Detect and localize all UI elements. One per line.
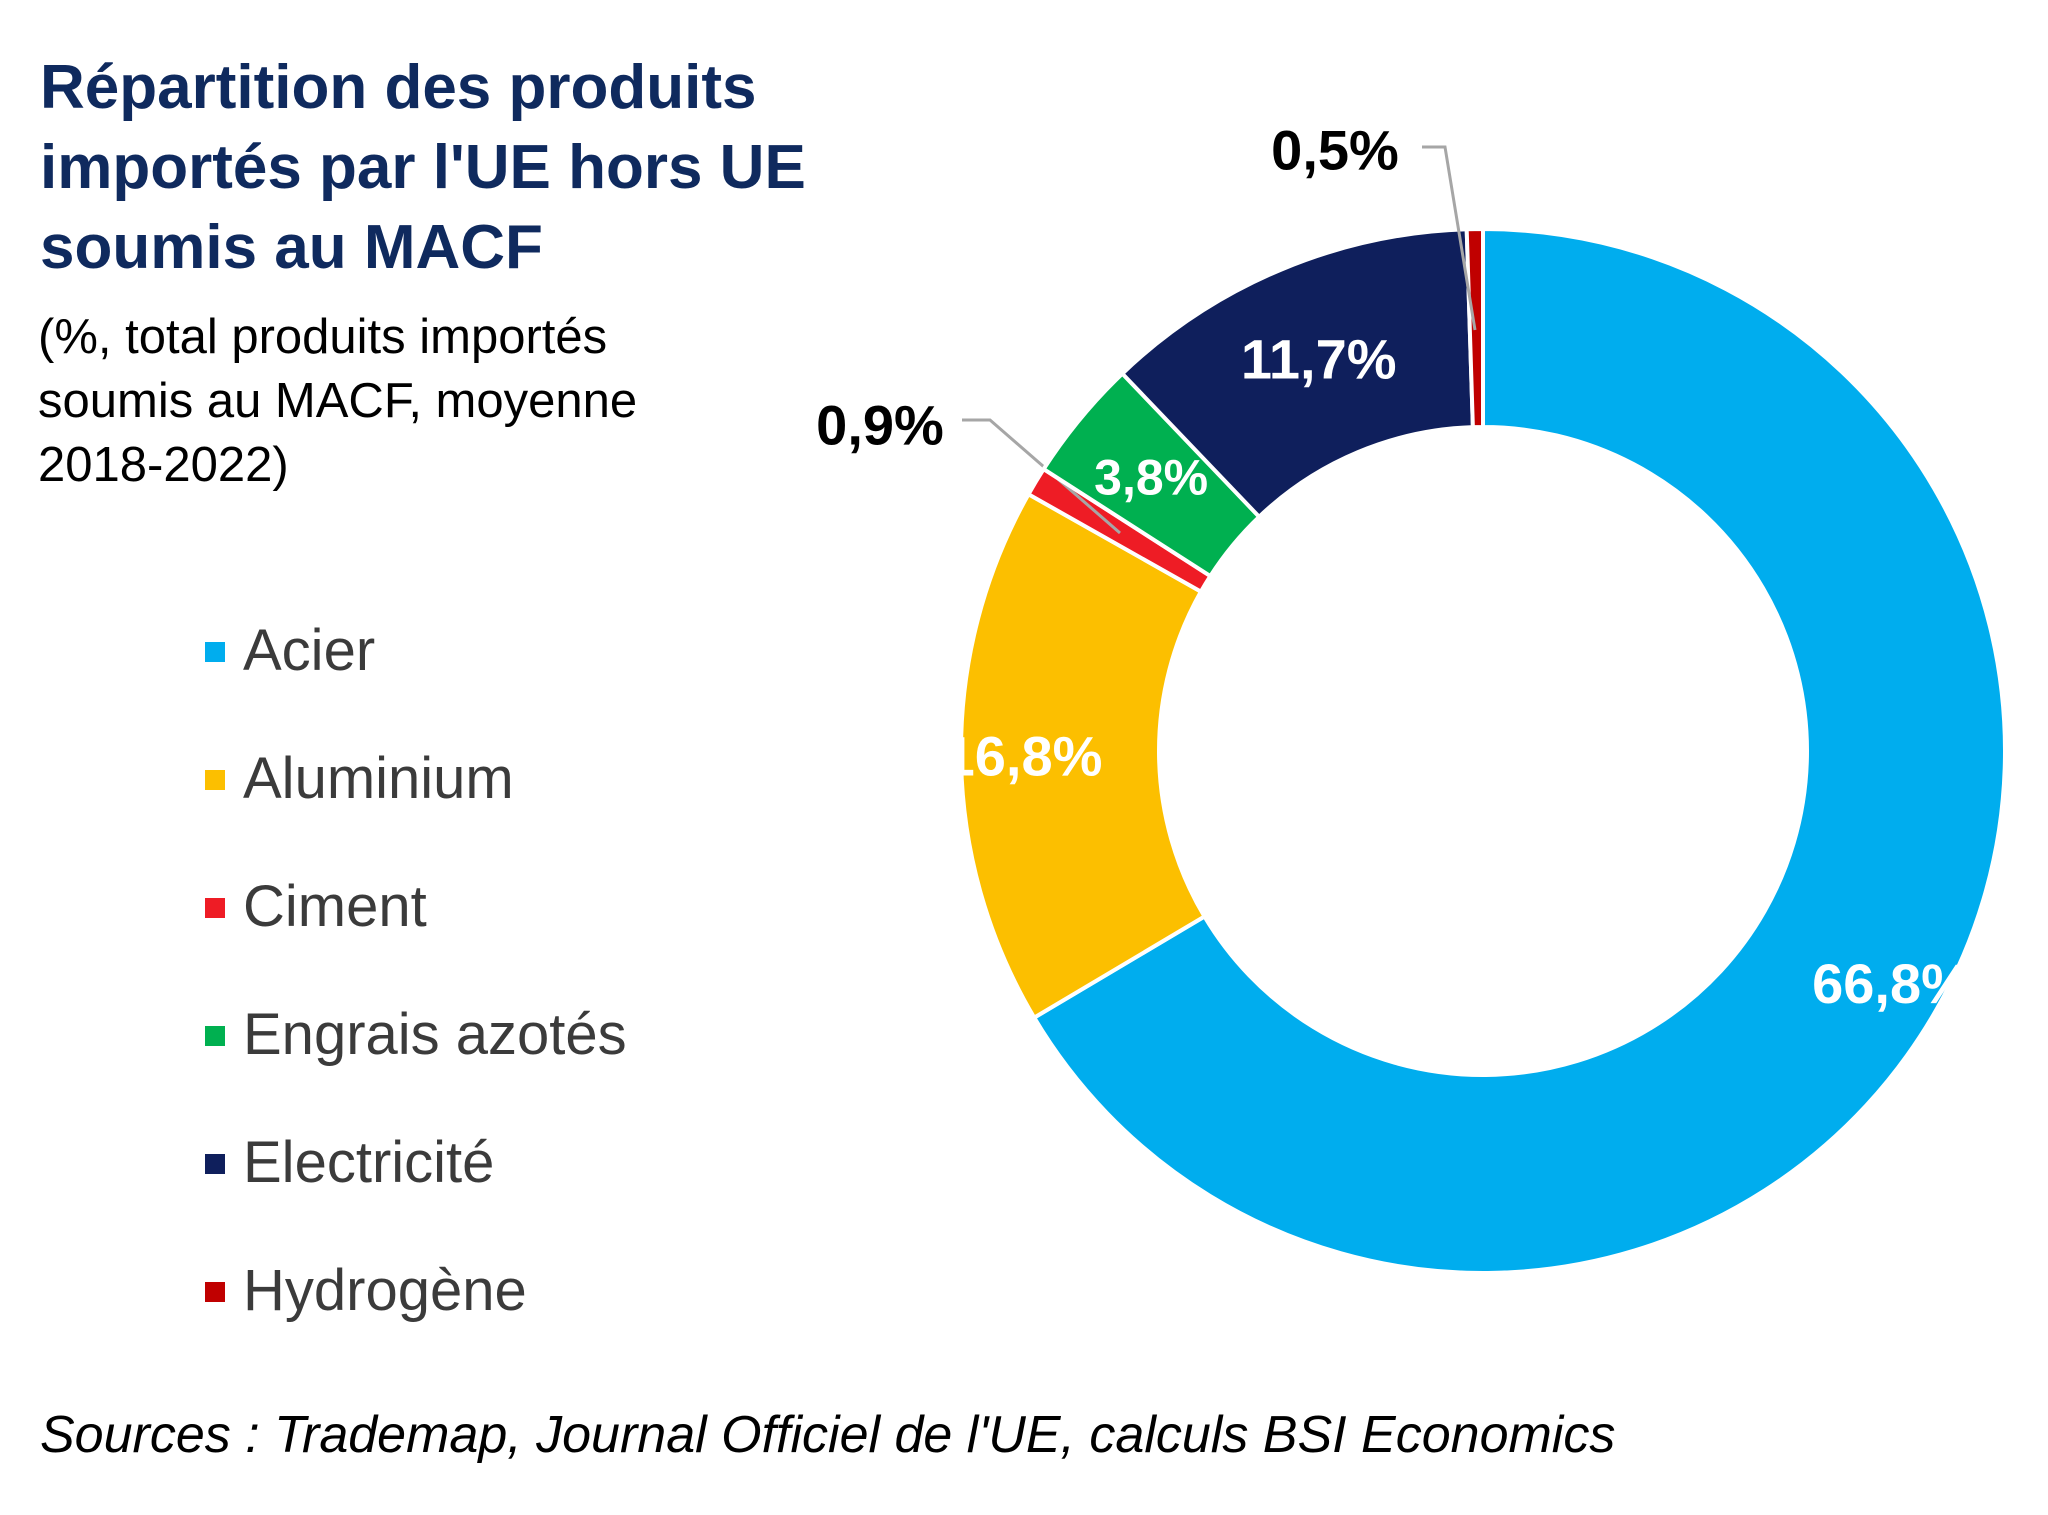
data-label-aluminium: 16,8%	[944, 725, 1103, 788]
data-label-hydrogene: 0,5%	[1271, 119, 1399, 182]
legend-label: Hydrogène	[243, 1258, 527, 1323]
chart-subtitle: (%, total produits importés soumis au MA…	[38, 310, 638, 492]
legend-label: Aluminium	[243, 746, 514, 811]
legend-swatch	[205, 898, 225, 918]
leader-line-hydrogene	[1422, 145, 1477, 331]
legend-label: Ciment	[243, 874, 427, 939]
chart-title: Répartition des produits importés par l'…	[40, 53, 806, 282]
legend-label: Engrais azotés	[243, 1002, 627, 1067]
data-label-ciment: 0,9%	[816, 394, 944, 457]
legend-swatch	[205, 642, 225, 662]
data-label-electricite: 11,7%	[1241, 328, 1397, 391]
legend-label: Acier	[243, 618, 376, 683]
legend-swatch	[205, 1154, 225, 1174]
slice-aluminium	[959, 491, 1208, 1021]
data-label-acier: 66,8%	[1812, 952, 1971, 1015]
sources-note: Sources : Trademap, Journal Officiel de …	[40, 1406, 1616, 1464]
legend-swatch	[205, 1026, 225, 1046]
legend-swatch	[205, 770, 225, 790]
slice-acier	[1031, 226, 2007, 1275]
legend-label: Electricité	[243, 1130, 495, 1195]
data-label-engrais-azotes: 3,8%	[1094, 450, 1208, 506]
legend-swatch	[205, 1282, 225, 1302]
leader-line-ciment	[962, 418, 1121, 535]
